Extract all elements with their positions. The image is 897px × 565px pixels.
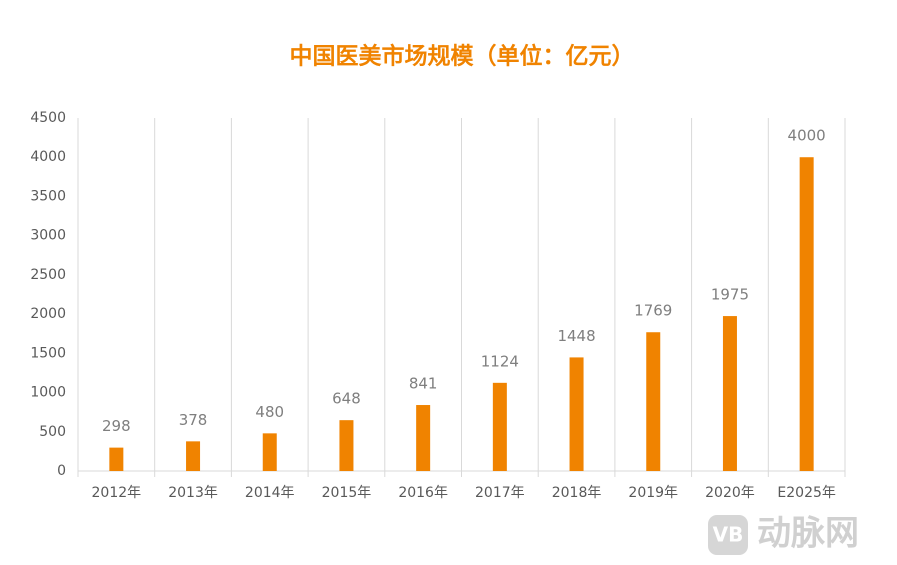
bar — [339, 420, 354, 471]
watermark: 动脉网 — [757, 514, 859, 554]
bar — [416, 405, 431, 471]
data-label: 648 — [332, 390, 361, 408]
y-tick-label: 3500 — [30, 188, 66, 204]
data-label: 480 — [255, 403, 284, 421]
data-label: 378 — [179, 411, 208, 429]
data-label: 1975 — [711, 286, 749, 304]
bar — [109, 447, 124, 471]
x-tick-label: 2020年 — [705, 485, 755, 501]
bar — [262, 433, 277, 471]
watermark-logo-mark: VB — [713, 523, 744, 547]
data-label: 1769 — [634, 302, 672, 320]
x-tick-label: 2018年 — [552, 485, 602, 501]
x-tick-label: 2014年 — [245, 485, 295, 501]
x-tick-label: 2019年 — [628, 485, 678, 501]
bar — [186, 441, 201, 471]
y-tick-label: 3000 — [30, 228, 66, 244]
y-tick-label: 500 — [39, 424, 66, 440]
chart-title: 中国医美市场规模（单位：亿元） — [290, 43, 635, 70]
x-tick-label: E2025年 — [777, 485, 835, 501]
y-tick-label: 1000 — [30, 385, 66, 401]
data-label: 1448 — [557, 327, 595, 345]
x-tick-label: 2013年 — [168, 485, 218, 501]
data-label: 4000 — [788, 127, 826, 145]
bar — [646, 332, 661, 471]
watermark-logo — [708, 515, 748, 555]
x-tick-label: 2015年 — [322, 485, 372, 501]
y-tick-label: 1500 — [30, 345, 66, 361]
y-tick-label: 2000 — [30, 306, 66, 322]
y-tick-label: 4500 — [30, 110, 66, 126]
data-label: 1124 — [481, 352, 519, 370]
bar — [569, 357, 584, 471]
bar — [492, 382, 507, 471]
data-label: 298 — [102, 417, 131, 435]
y-tick-label: 0 — [57, 463, 66, 479]
y-tick-label: 2500 — [30, 267, 66, 283]
y-tick-label: 4000 — [30, 149, 66, 165]
x-tick-label: 2012年 — [92, 485, 142, 501]
bar — [722, 316, 737, 471]
bar — [799, 157, 814, 471]
x-tick-label: 2016年 — [398, 485, 448, 501]
data-label: 841 — [409, 375, 438, 393]
x-tick-label: 2017年 — [475, 485, 525, 501]
